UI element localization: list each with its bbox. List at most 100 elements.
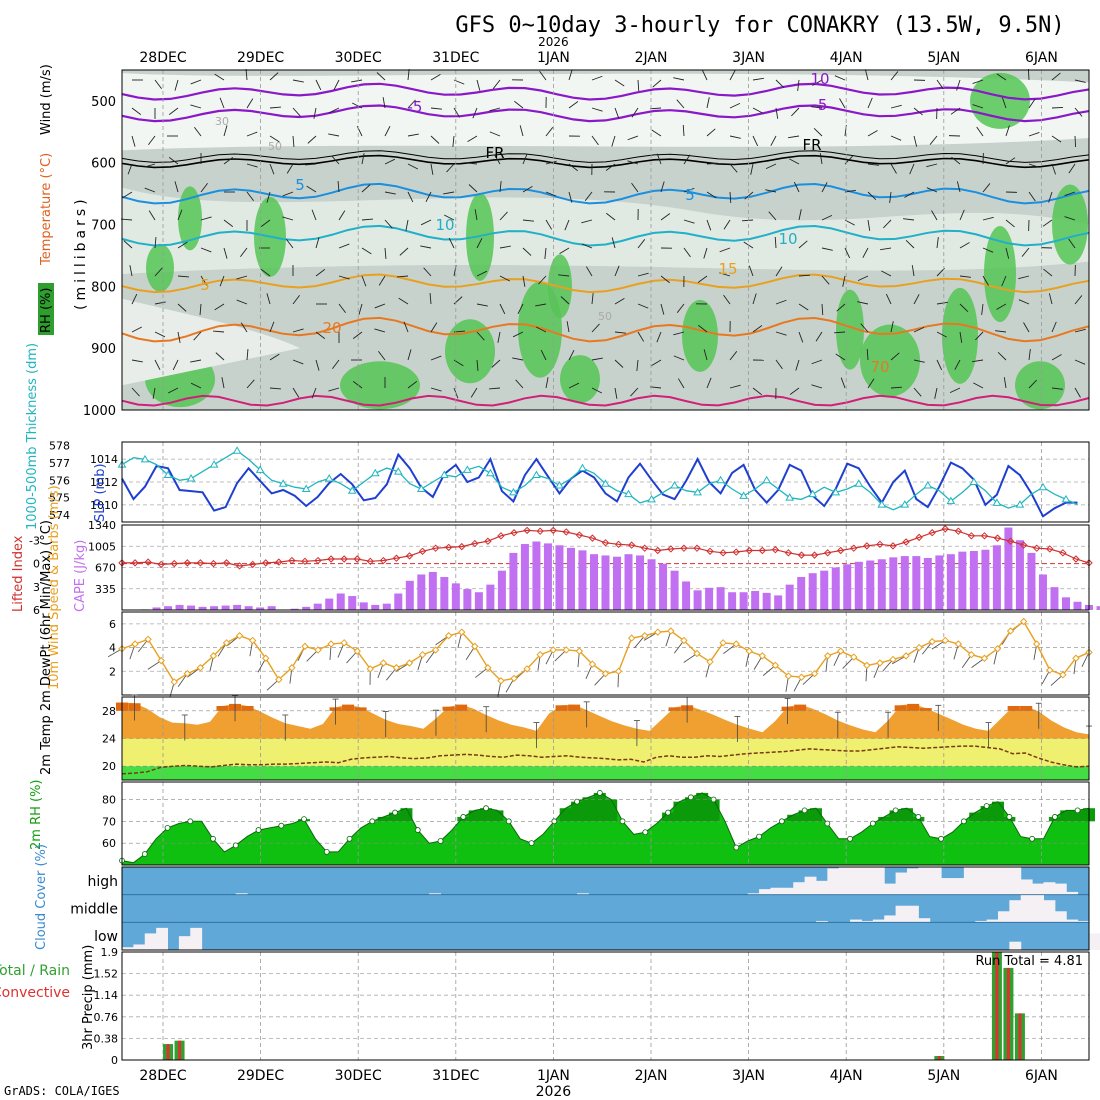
thickness-line [121, 449, 1078, 511]
temp-max-highlight [354, 707, 367, 711]
wind-barb [190, 382, 202, 389]
wind-barb [913, 107, 923, 116]
wind-barb [741, 219, 754, 222]
rh-moist-patch [942, 287, 978, 384]
wind-barb [269, 135, 280, 143]
cape-bar [244, 606, 253, 610]
rh-moist-patch [984, 226, 1016, 322]
wind-barb [213, 330, 225, 333]
cloud-cell-high [963, 867, 976, 895]
cape-bar [198, 606, 207, 610]
wind-barb [384, 247, 387, 259]
rh2m-point [983, 803, 990, 809]
wind-barb [857, 301, 869, 305]
cape-bar [854, 561, 863, 610]
thickness-point [923, 480, 933, 489]
wind-barb [673, 355, 685, 361]
cape-bar [589, 554, 598, 610]
wind-barb [959, 275, 971, 278]
li-point [510, 529, 518, 537]
cloud-cell-low [156, 927, 169, 950]
wind-barb [631, 107, 639, 118]
li-point [235, 562, 244, 570]
cape-bar [256, 607, 265, 610]
wind-barb [842, 275, 846, 287]
contour-label: 70 [870, 358, 889, 376]
cape-bar [187, 605, 196, 610]
wind-barb [1001, 275, 1007, 287]
temp-contour-20 [121, 316, 1090, 343]
wind-barb [361, 247, 372, 255]
wind-speed-point [810, 669, 819, 678]
thickness-point [739, 491, 749, 499]
li-point [588, 534, 597, 542]
cloud-cell-high [884, 883, 897, 895]
li-point [1046, 545, 1054, 553]
li-point [954, 527, 963, 535]
wind-barb [522, 275, 526, 287]
rh2m-high-highlight [582, 797, 595, 822]
wind-speed-point [222, 639, 231, 647]
rh2m-high-highlight [900, 808, 913, 822]
wind-speed-point [405, 659, 414, 667]
thickness-point [969, 477, 979, 485]
rh2m-point [915, 814, 922, 820]
wind-barb [535, 303, 547, 307]
wind-barb-10m [425, 649, 436, 664]
wind-barb [514, 100, 524, 109]
cloud-cell-low [133, 944, 146, 950]
li-point [340, 555, 348, 563]
wind-speed-point [1019, 617, 1028, 626]
cape-bar [382, 603, 391, 610]
rh2m-point [1074, 807, 1081, 814]
wind-barb [775, 79, 785, 88]
pressure-axis-label: (millibars) [73, 195, 89, 310]
li-point [301, 557, 309, 566]
thickness-point [186, 474, 196, 482]
wind-barb-10m [673, 640, 685, 654]
rh2m-point [892, 807, 899, 814]
cloud-cell-middle [815, 920, 828, 923]
date-label: 1JAN [537, 1068, 570, 1084]
wind-barb [903, 218, 915, 221]
wind-speed-point [275, 675, 283, 684]
wind-barb [374, 303, 386, 309]
wind-barb [976, 126, 984, 137]
rh2m-high-highlight [1060, 810, 1073, 822]
wind-barb [361, 218, 373, 221]
wind-barb [512, 357, 524, 361]
cloud-cell-high [838, 867, 851, 895]
wind-barb [581, 243, 593, 249]
thickness-point [647, 494, 656, 503]
wind-frame [121, 611, 1090, 696]
wind-barb-10m [634, 635, 646, 649]
wind-barb [515, 379, 524, 389]
wind-barb [950, 107, 961, 115]
wind-barb [154, 237, 157, 249]
precip-tick: 1.9 [101, 946, 119, 959]
wind-barb [975, 331, 984, 341]
date-label: 4JAN [830, 1068, 863, 1084]
wind-speed-point [1072, 654, 1080, 662]
wind-barb [540, 349, 547, 361]
rh2m-point [596, 790, 603, 796]
temp-max-highlight [907, 703, 920, 711]
temp-max-highlight [668, 707, 681, 711]
cape-bar [566, 547, 575, 610]
cape-bar [912, 556, 921, 610]
rh2m-point [369, 818, 376, 825]
cloud-cell-middle [918, 918, 931, 923]
rh2m-tick: 80 [102, 793, 116, 806]
cape-bar [405, 580, 414, 610]
wind-barb [833, 331, 846, 334]
wind-barb [266, 293, 271, 305]
thickness-point [509, 487, 518, 496]
wind-barb [821, 275, 830, 285]
wind-speed-point [967, 650, 976, 659]
rh-legend-swatch [38, 283, 54, 335]
wind-barb [729, 70, 736, 81]
temp-band-green [122, 766, 1089, 780]
wind-barb [338, 303, 346, 314]
wind-barb [1003, 377, 1007, 389]
